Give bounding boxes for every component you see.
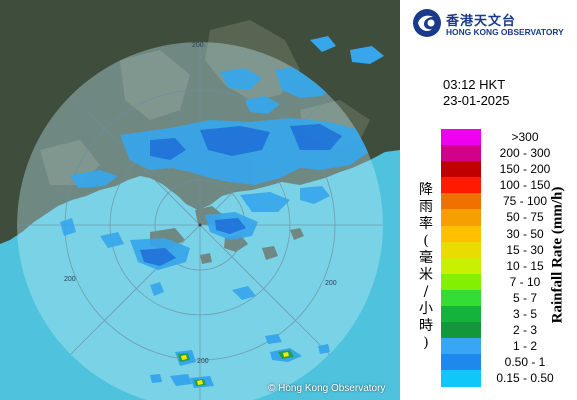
- hko-logo: 香港天文台 HONG KONG OBSERVATORY: [412, 8, 577, 40]
- legend-swatch: [441, 209, 481, 226]
- legend-swatch: [441, 273, 481, 290]
- legend-label: 150 - 200: [499, 162, 551, 177]
- range-label-north: 200: [192, 42, 204, 49]
- legend-swatch: [441, 129, 481, 146]
- legend-swatch: [441, 257, 481, 274]
- land-hills: [40, 20, 370, 185]
- radar-date: 23-01-2025: [443, 93, 510, 108]
- legend-label: >300: [511, 130, 539, 144]
- radar-echoes-outer: [310, 36, 384, 64]
- legend-label: 0.50 - 1: [504, 355, 546, 370]
- legend-swatches: [441, 129, 481, 387]
- legend-swatch: [441, 370, 481, 387]
- radar-time: 03:12 HKT: [443, 77, 506, 92]
- range-ring-labels: 200 200 200 200: [64, 42, 337, 365]
- legend-panel: 香港天文台 HONG KONG OBSERVATORY 03:12 HKT 23…: [400, 0, 577, 400]
- legend-swatch: [441, 289, 481, 307]
- legend-swatch: [441, 241, 481, 258]
- radar-map: 200 200 200 200 © Hong Kong Observatory: [0, 0, 400, 400]
- legend-label: 2 - 3: [512, 323, 537, 338]
- range-label-east: 200: [325, 280, 337, 287]
- legend-label: 3 - 5: [512, 307, 537, 322]
- legend-label: 50 - 75: [506, 210, 544, 225]
- legend-title-en: Rainfall Rate (mm/h): [549, 186, 566, 324]
- legend-swatch: [441, 322, 481, 339]
- legend-labels: >300 200 - 300 150 - 200 100 - 150 75 - 100 5…: [485, 129, 565, 387]
- range-label-south: 200: [197, 358, 209, 365]
- map-copyright: © Hong Kong Observatory: [268, 383, 386, 394]
- legend-label: 0.15 - 0.50: [496, 371, 554, 386]
- legend-label: 7 - 10: [509, 274, 541, 289]
- legend-title-cn: 降雨率(毫米 / 小時): [419, 182, 433, 351]
- legend-swatch: [441, 145, 481, 162]
- legend-swatch: [441, 193, 481, 210]
- legend-swatch: [441, 354, 481, 371]
- legend-label: 30 - 50: [506, 226, 544, 241]
- legend-swatch: [441, 338, 481, 355]
- legend-label: 5 - 7: [512, 290, 537, 305]
- org-name-cn: 香港天文台: [446, 14, 517, 29]
- org-name-en: HONG KONG OBSERVATORY: [446, 27, 564, 37]
- radar-map-canvas: 200 200 200 200: [0, 0, 400, 400]
- legend-swatch: [441, 161, 481, 178]
- range-label-west: 200: [64, 276, 76, 283]
- legend-label: 1 - 2: [512, 339, 537, 354]
- legend-swatch: [441, 306, 481, 323]
- legend-swatch: [441, 177, 481, 194]
- radar-echoes: [60, 66, 372, 388]
- hko-logo-icon: [413, 9, 441, 37]
- legend-swatch: [441, 225, 481, 242]
- legend-label: 100 - 150: [499, 178, 551, 193]
- legend-label: 10 - 15: [506, 258, 544, 273]
- legend-label: 75 - 100: [502, 194, 548, 209]
- radar-center-marker: [198, 223, 202, 227]
- legend-label: 200 - 300: [499, 146, 551, 161]
- legend-label: 15 - 30: [506, 242, 544, 257]
